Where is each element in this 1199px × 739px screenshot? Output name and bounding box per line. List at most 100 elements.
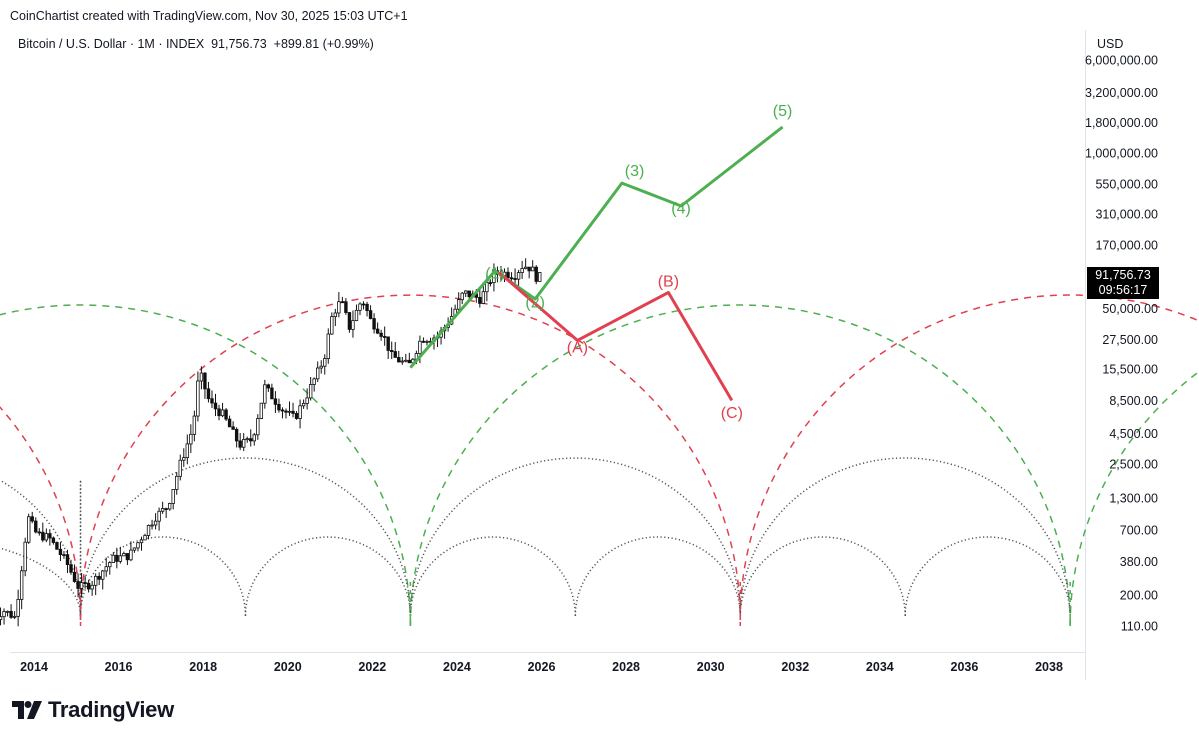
candle-body xyxy=(249,438,253,442)
dotted-cycle-arc xyxy=(739,457,1071,617)
bullish-wave-path[interactable] xyxy=(409,125,784,369)
time-axis-tick: 2032 xyxy=(781,660,809,674)
candle-body xyxy=(513,278,517,280)
candle-body xyxy=(136,542,140,549)
candle-body xyxy=(199,372,204,382)
candle-body xyxy=(37,531,41,534)
candle-body xyxy=(277,403,281,411)
wave-label: (3) xyxy=(625,163,645,180)
candle-body xyxy=(520,268,524,273)
candle-body xyxy=(456,299,461,310)
time-axis-tick: 2024 xyxy=(443,660,471,674)
wave-paths xyxy=(409,125,784,402)
candle-body xyxy=(125,553,130,561)
current-price-label: 91,756.73 09:56:17 xyxy=(1087,267,1159,299)
candle-body xyxy=(9,610,13,618)
symbol-name: Bitcoin / U.S. Dollar · 1M · INDEX xyxy=(18,37,205,51)
candle-body xyxy=(340,301,345,304)
candle-body xyxy=(206,388,211,400)
candle-body xyxy=(111,554,115,563)
candle-body xyxy=(263,384,267,404)
candle-body xyxy=(523,266,528,269)
time-axis-tick: 2038 xyxy=(1035,660,1063,674)
candle-body xyxy=(238,440,242,448)
price-axis-tick: 700.00 xyxy=(1120,523,1158,537)
candle-body xyxy=(58,548,63,555)
candle-body xyxy=(538,272,542,282)
candle-body xyxy=(83,582,87,584)
candle-body xyxy=(164,508,168,510)
time-axis[interactable]: 2014 2016 2018 2020 2022 2024 2026 2028 2030 2032… xyxy=(20,660,1063,674)
time-axis-tick: 2020 xyxy=(274,660,302,674)
time-axis-tick: 2014 xyxy=(20,660,48,674)
last-price: 91,756.73 xyxy=(211,37,267,51)
candle-body xyxy=(382,336,387,338)
candle-body xyxy=(326,333,330,359)
candle-body xyxy=(196,380,200,417)
price-axis-tick: 1,300.00 xyxy=(1109,491,1158,505)
bearish-wave-path[interactable] xyxy=(498,271,734,402)
candle-body xyxy=(108,562,112,568)
candle-body xyxy=(234,428,239,442)
candle-body xyxy=(312,378,316,385)
candle-body xyxy=(224,409,228,420)
candle-body xyxy=(259,402,264,419)
candle-body xyxy=(291,410,295,414)
price-axis-tick: 27,500.00 xyxy=(1102,333,1158,347)
red-cycle-arc xyxy=(79,294,742,621)
candle-body xyxy=(298,405,302,419)
candle-body xyxy=(217,408,221,417)
candle-body xyxy=(16,599,20,617)
price-axis-tick: 1,000,000.00 xyxy=(1085,146,1158,160)
bar-countdown: 09:56:17 xyxy=(1098,283,1148,297)
price-axis-tick: 200.00 xyxy=(1120,588,1158,602)
candle-body xyxy=(23,541,27,572)
candle-body xyxy=(245,438,249,441)
wave-label: (1) xyxy=(485,265,505,282)
candle-body xyxy=(316,367,320,380)
candle-body xyxy=(333,312,338,318)
candle-body xyxy=(301,402,306,407)
candle-body xyxy=(86,582,91,590)
tradingview-logo[interactable]: TradingView xyxy=(12,697,174,723)
candle-body xyxy=(213,402,218,410)
price-axis-tick: 3,200,000.00 xyxy=(1085,86,1158,100)
price-axis[interactable]: 6,000,000.00 3,200,000.00 1,800,000.00 1,00… xyxy=(1085,54,1158,634)
candle-body xyxy=(379,332,383,337)
price-axis-tick: 170,000.00 xyxy=(1095,238,1158,252)
time-axis-tick: 2022 xyxy=(358,660,386,674)
currency-label[interactable]: USD xyxy=(1097,37,1124,51)
time-axis-tick: 2028 xyxy=(612,660,640,674)
candle-body xyxy=(485,282,489,293)
candle-body xyxy=(270,387,274,400)
candle-body xyxy=(527,266,531,272)
candle-body xyxy=(464,290,468,294)
candle-body xyxy=(27,516,31,543)
candle-body xyxy=(354,309,359,322)
candle-body xyxy=(386,336,390,351)
candle-body xyxy=(55,542,59,550)
candle-body xyxy=(344,301,348,313)
candle-body xyxy=(393,351,397,358)
candle-body xyxy=(516,272,521,280)
candle-body xyxy=(227,418,232,428)
price-axis-tick: 310,000.00 xyxy=(1095,207,1158,221)
candle-body xyxy=(19,570,24,600)
candle-body xyxy=(122,553,126,557)
current-price-value: 91,756.73 xyxy=(1095,268,1151,282)
candle-body xyxy=(358,303,362,311)
candle-body xyxy=(241,439,246,448)
chart-credit: CoinChartist created with TradingView.co… xyxy=(10,9,408,23)
candle-body xyxy=(69,564,73,573)
candle-body xyxy=(284,410,288,413)
wave-label: (2) xyxy=(525,295,545,312)
dotted-cycle-arc xyxy=(79,536,247,617)
red-cycle-arc xyxy=(739,294,1199,621)
candle-body xyxy=(62,554,66,556)
candle-body xyxy=(79,582,84,589)
candle-body xyxy=(2,611,6,618)
candle-body xyxy=(97,575,101,580)
symbol-legend[interactable]: Bitcoin / U.S. Dollar · 1M · INDEX 91,75… xyxy=(18,37,374,51)
dotted-cycle-arc xyxy=(409,457,742,617)
